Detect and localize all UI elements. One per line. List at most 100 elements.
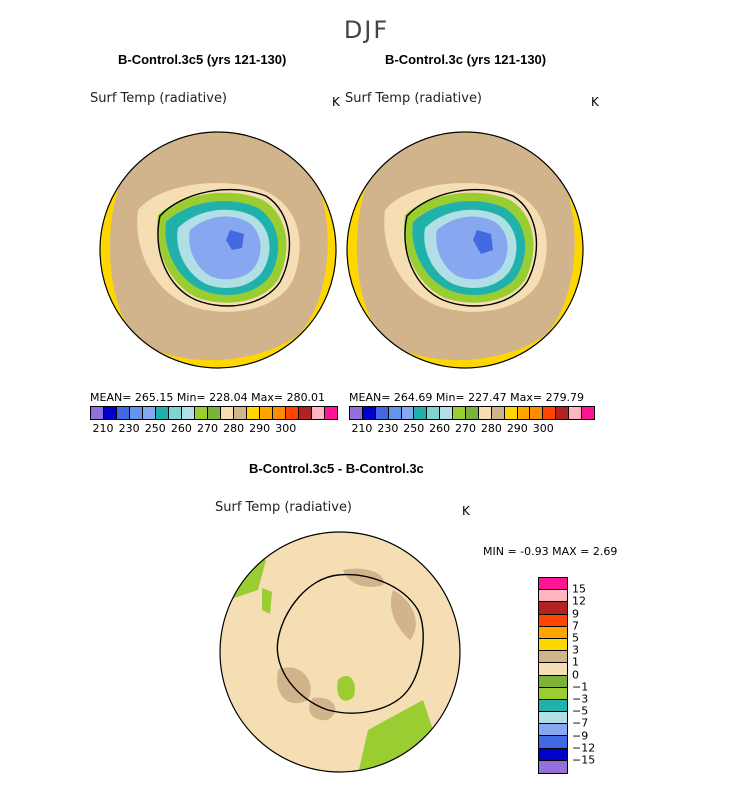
colorbar-swatch bbox=[401, 407, 415, 419]
colorbar-swatch bbox=[260, 407, 273, 419]
panel-2-unit: K bbox=[591, 95, 599, 109]
coastline bbox=[404, 188, 538, 307]
colorbar-swatch bbox=[539, 578, 567, 591]
colorbar-tick-label: 1 bbox=[572, 655, 579, 669]
colorbar-swatch bbox=[286, 407, 299, 419]
colorbar-tick-label: −7 bbox=[572, 716, 589, 730]
colorbar-swatch bbox=[427, 407, 441, 419]
colorbar-tick-label: 5 bbox=[572, 631, 579, 645]
colorbar-swatch bbox=[582, 407, 594, 419]
colorbar-tick-label: 290 bbox=[506, 422, 528, 435]
colorbar-tick-label: 12 bbox=[572, 594, 586, 608]
colorbar-tick-label: 250 bbox=[403, 422, 425, 435]
colorbar-swatch bbox=[169, 407, 182, 419]
ice-plateau-region bbox=[436, 216, 508, 280]
colorbar-swatch bbox=[117, 407, 130, 419]
panel-1-field-label: Surf Temp (radiative) bbox=[90, 91, 228, 106]
colorbar-tick-label: 260 bbox=[170, 422, 192, 435]
colorbar-tick-label: −1 bbox=[572, 680, 589, 694]
colorbar-swatch bbox=[543, 407, 557, 419]
colorbar-swatch bbox=[539, 638, 567, 652]
colorbar-tick-label: 300 bbox=[275, 422, 297, 435]
colorbar-swatch bbox=[208, 407, 221, 419]
colorbar-tick-label: 270 bbox=[455, 422, 477, 435]
colorbar-swatch bbox=[504, 407, 518, 419]
colorbar-swatch bbox=[539, 590, 567, 603]
colorbar-tick-label: 230 bbox=[377, 422, 399, 435]
colorbar-swatch bbox=[517, 407, 531, 419]
colorbar-tick-label: 210 bbox=[92, 422, 114, 435]
positive-patch bbox=[262, 588, 272, 614]
colorbar-tick-label: 270 bbox=[196, 422, 218, 435]
diff-map bbox=[219, 531, 461, 773]
colorbar-tick-label: 230 bbox=[118, 422, 140, 435]
colorbar-swatch bbox=[325, 407, 337, 419]
colorbar-tick-label: 280 bbox=[480, 422, 502, 435]
colorbar-tick-label: 250 bbox=[144, 422, 166, 435]
colorbar-swatch bbox=[556, 407, 570, 419]
coastline bbox=[157, 188, 291, 307]
colorbar-swatch bbox=[539, 736, 567, 749]
colorbar-swatch bbox=[234, 407, 247, 419]
colorbar-tick-label: 15 bbox=[572, 582, 586, 596]
continent-region bbox=[277, 574, 424, 714]
colorbar-tick-label: 260 bbox=[429, 422, 451, 435]
colorbar-swatch bbox=[539, 626, 567, 639]
diff-unit: K bbox=[462, 504, 470, 518]
colorbar-swatch bbox=[539, 614, 567, 627]
colorbar-tick-label: 7 bbox=[572, 619, 579, 633]
colorbar-swatch bbox=[539, 687, 567, 700]
colorbar-tick-label: 0 bbox=[572, 668, 579, 682]
negative-patch bbox=[390, 590, 416, 640]
colorbar-swatch bbox=[388, 407, 402, 419]
colorbar-swatch bbox=[414, 407, 428, 419]
panel-2-colorbar: 210 230 250 260 270 280 290 300 bbox=[349, 406, 595, 435]
colorbar-tick-label: 280 bbox=[223, 422, 245, 435]
season-title: DJF bbox=[343, 16, 390, 44]
colorbar-tick-label: −15 bbox=[572, 753, 596, 767]
colorbar-tick-label: 3 bbox=[572, 643, 579, 657]
colorbar-swatch bbox=[221, 407, 234, 419]
colorbar-swatch bbox=[466, 407, 479, 419]
colorbar-tick-label: −9 bbox=[572, 729, 589, 743]
colorbar-swatch bbox=[478, 407, 492, 419]
negative-patch bbox=[308, 697, 336, 721]
ice-dome-region bbox=[226, 230, 244, 250]
colorbar-swatch bbox=[247, 407, 260, 419]
negative-patch bbox=[343, 568, 384, 587]
colorbar-swatch bbox=[539, 663, 567, 676]
panel-2-stats: MEAN= 264.69 Min= 227.47 Max= 279.79 bbox=[349, 391, 585, 404]
colorbar-swatch bbox=[539, 712, 567, 725]
panel-1-unit: K bbox=[332, 95, 340, 109]
colorbar-swatch bbox=[362, 407, 376, 419]
colorbar-swatch bbox=[299, 407, 312, 419]
panel-2-title: B-Control.3c (yrs 121-130) bbox=[385, 52, 547, 67]
positive-patch bbox=[337, 675, 355, 701]
panel-1-map bbox=[99, 131, 337, 369]
ice-plateau-region bbox=[189, 216, 261, 280]
panel-1-title: B-Control.3c5 (yrs 121-130) bbox=[118, 52, 287, 67]
colorbar-tick-label: −12 bbox=[572, 741, 596, 755]
colorbar-swatch bbox=[440, 407, 454, 419]
ice-dome-region bbox=[473, 230, 493, 254]
colorbar-swatch bbox=[375, 407, 389, 419]
colorbar-swatch bbox=[539, 602, 567, 615]
colorbar-swatch bbox=[156, 407, 169, 419]
colorbar-swatch bbox=[539, 724, 567, 737]
colorbar-tick-label: 210 bbox=[351, 422, 373, 435]
diff-field-label: Surf Temp (radiative) bbox=[215, 500, 353, 515]
colorbar-tick-label: 9 bbox=[572, 607, 579, 621]
colorbar-swatch bbox=[182, 407, 195, 419]
diff-colorbar: 15 12 9 7 5 3 1 0 −1 −3 −5 −7 −9 −12 −15 bbox=[538, 577, 612, 774]
colorbar-swatch bbox=[130, 407, 143, 419]
colorbar-swatch bbox=[453, 407, 467, 419]
panel-2-map bbox=[346, 131, 584, 369]
colorbar-swatch bbox=[530, 407, 544, 419]
colorbar-tick-label: −3 bbox=[572, 692, 589, 706]
coastline bbox=[276, 573, 424, 714]
colorbar-swatch bbox=[539, 748, 567, 761]
colorbar-swatch bbox=[312, 407, 325, 419]
panel-1-colorbar: 210 230 250 260 270 280 290 300 bbox=[90, 406, 338, 435]
diff-title: B-Control.3c5 - B-Control.3c bbox=[249, 461, 424, 476]
colorbar-swatch bbox=[491, 407, 505, 419]
